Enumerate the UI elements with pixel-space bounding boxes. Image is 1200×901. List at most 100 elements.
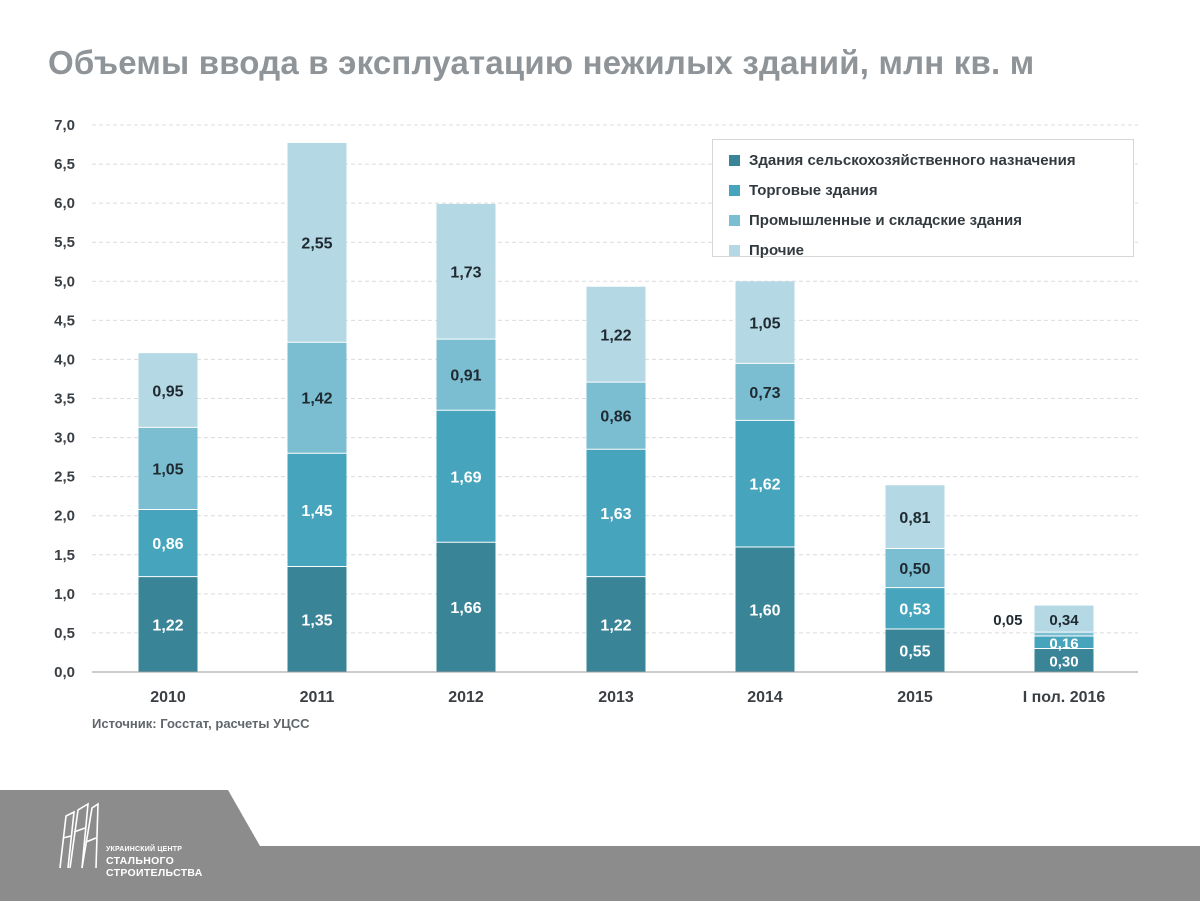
data-label: 0,53	[899, 601, 930, 618]
x-tick-label: 2012	[448, 689, 484, 706]
legend-label: Прочие	[749, 241, 805, 259]
data-label: 1,60	[749, 602, 780, 619]
y-tick-label: 3,0	[54, 430, 75, 447]
bar-segment	[138, 353, 198, 428]
bar-segment	[586, 382, 646, 450]
bar-segment	[287, 142, 347, 343]
bar-segment	[138, 427, 198, 510]
x-tick-label: 2011	[300, 689, 335, 706]
data-label: 1,66	[450, 600, 481, 617]
data-label: 2,55	[301, 236, 332, 253]
y-tick-label: 5,0	[54, 273, 75, 290]
logo-line-3: СТРОИТЕЛЬСТВА	[106, 866, 203, 879]
data-label: 1,69	[450, 469, 481, 486]
x-tick-label: I пол. 2016	[1023, 689, 1106, 706]
y-tick-label: 1,0	[54, 586, 75, 603]
data-label: 1,63	[600, 506, 631, 523]
legend-item: Здания сельскохозяйственного назначения	[729, 145, 1133, 175]
legend-item: Торговые здания	[729, 175, 1133, 205]
data-label: 1,22	[600, 617, 631, 634]
bar-segment	[436, 542, 496, 672]
data-label: 0,81	[899, 510, 930, 527]
y-tick-label: 3,5	[54, 391, 75, 408]
bar-segment	[735, 363, 795, 421]
data-label: 1,05	[749, 315, 780, 332]
y-tick-label: 0,0	[54, 664, 75, 681]
bar-segment	[138, 509, 198, 577]
y-tick-label: 7,0	[54, 117, 75, 134]
data-label: 1,62	[749, 477, 780, 494]
x-tick-label: 2015	[897, 689, 933, 706]
bar-segment	[1034, 605, 1094, 633]
data-label: 0,95	[152, 383, 183, 400]
data-label: 0,55	[899, 644, 930, 661]
y-tick-label: 4,0	[54, 351, 75, 368]
data-label: 0,05	[993, 612, 1022, 629]
legend-swatch	[729, 184, 740, 196]
bar-segment	[138, 576, 198, 672]
bar-segment	[1034, 632, 1094, 637]
legend: Здания сельскохозяйственного назначения Т…	[712, 139, 1134, 259]
stacked-bar-chart: 0,0 0,5 1,0 1,5 2,0 2,5 3,0 3,5 4,0 4,5 5,0 5,5 6,0 6…	[54, 117, 1138, 706]
data-label: 1,45	[301, 503, 332, 520]
legend-label: Здания сельскохозяйственного назначения	[749, 151, 1076, 169]
logo-text: УКРАИНСКИЙ ЦЕНТР СТАЛЬНОГО СТРОИТЕЛЬСТВА	[106, 846, 203, 879]
bar-segment	[436, 339, 496, 411]
bar-segment	[885, 485, 945, 549]
legend-swatch	[729, 154, 740, 166]
data-label: 1,22	[600, 327, 631, 344]
bar-segment	[436, 410, 496, 543]
source-note: Источник: Госстат, расчеты УЦСС	[92, 716, 310, 731]
bar-segment	[586, 576, 646, 672]
x-tick-label: 2014	[747, 689, 783, 706]
bars	[138, 142, 1094, 672]
data-label: 1,73	[450, 265, 481, 282]
legend-item: Прочие	[729, 235, 1133, 265]
data-labels: 1,22 0,86 1,05 0,95 1,35 1,45 1,42 2,55 1,66 1,69…	[152, 236, 1079, 671]
building-logo-icon	[59, 802, 99, 869]
footer-logo-tab	[0, 790, 260, 901]
logo-line-1: УКРАИНСКИЙ ЦЕНТР	[106, 846, 183, 853]
bar-segment	[735, 420, 795, 547]
y-tick-label: 6,5	[54, 156, 75, 173]
bar-segment	[586, 286, 646, 383]
data-label: 0,86	[152, 536, 183, 553]
chart-title: Объемы ввода в эксплуатацию нежилых здан…	[48, 44, 1035, 81]
bar-segment	[885, 548, 945, 588]
bar-segment	[1034, 648, 1094, 672]
data-label: 0,73	[749, 385, 780, 402]
y-tick-label: 2,5	[54, 469, 75, 486]
y-tick-label: 4,5	[54, 312, 75, 329]
y-tick-label: 5,5	[54, 234, 75, 251]
data-label: 1,42	[301, 391, 332, 408]
x-tick-label: 2013	[598, 689, 634, 706]
data-label: 1,35	[301, 612, 332, 629]
bar-segment	[287, 342, 347, 454]
data-label: 1,05	[152, 461, 183, 478]
bar-segment	[287, 453, 347, 567]
y-tick-label: 2,0	[54, 508, 75, 525]
bar-segment	[735, 281, 795, 364]
y-axis-ticks: 0,0 0,5 1,0 1,5 2,0 2,5 3,0 3,5 4,0 4,5 5,0 5,5 6,0 6…	[54, 117, 75, 681]
data-label: 0,91	[450, 368, 481, 385]
data-label: 0,30	[1049, 653, 1078, 670]
logo-line-2: СТАЛЬНОГО	[106, 855, 175, 867]
y-tick-label: 0,5	[54, 625, 75, 642]
legend-swatch	[729, 244, 740, 256]
y-tick-label: 1,5	[54, 547, 75, 564]
data-label: 0,34	[1049, 612, 1079, 629]
data-label: 0,16	[1049, 635, 1078, 652]
data-label: 1,22	[152, 617, 183, 634]
bar-segment	[586, 449, 646, 577]
bar-segment	[885, 629, 945, 672]
data-label: 0,50	[899, 561, 930, 578]
legend-label: Промышленные и складские здания	[749, 211, 1022, 229]
data-label: 0,86	[600, 409, 631, 426]
legend-label: Торговые здания	[749, 181, 878, 199]
x-tick-label: 2010	[150, 689, 186, 706]
bar-segment	[287, 566, 347, 672]
bar-segment	[436, 203, 496, 340]
bar-segment	[735, 546, 795, 672]
bar-segment	[1034, 636, 1094, 649]
y-tick-label: 6,0	[54, 195, 75, 212]
